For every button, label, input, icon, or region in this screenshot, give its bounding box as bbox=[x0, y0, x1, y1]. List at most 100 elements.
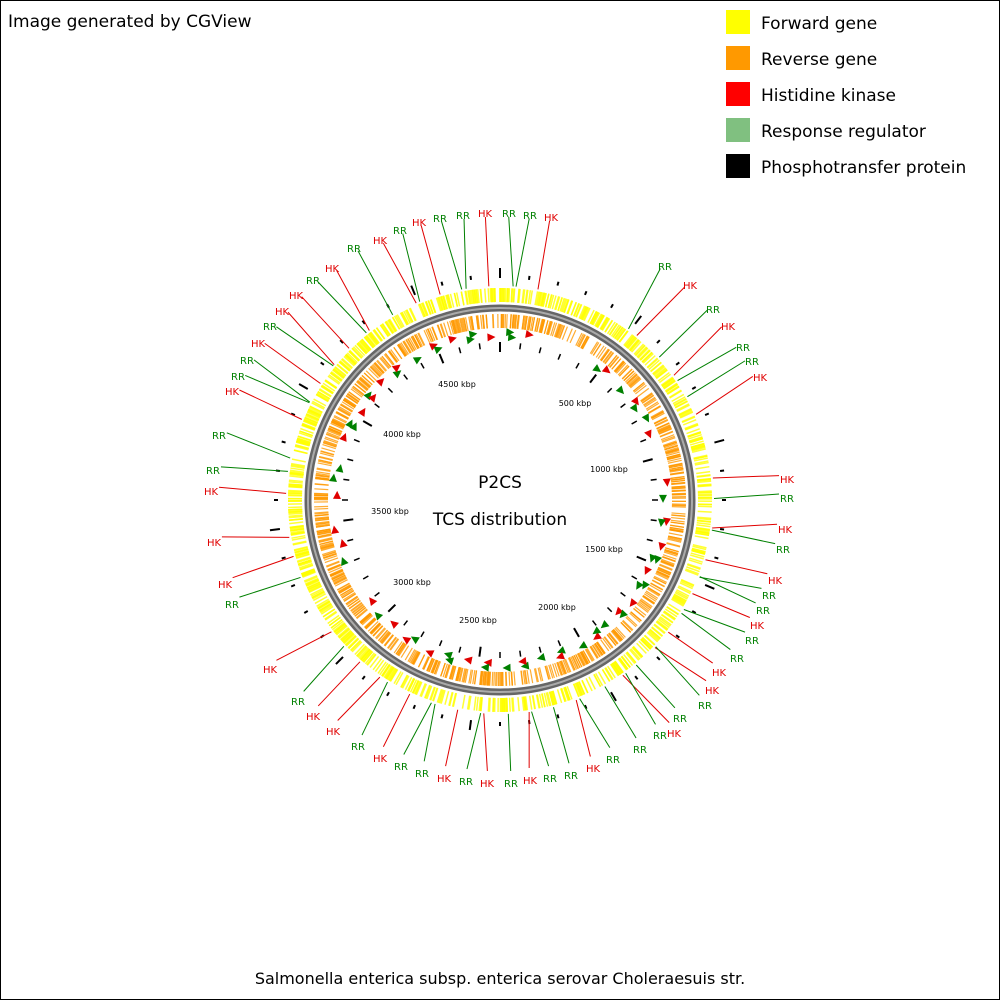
reverse-gene bbox=[317, 460, 332, 465]
forward-gene bbox=[346, 352, 358, 364]
outer-tick bbox=[386, 691, 390, 697]
outer-tick bbox=[691, 386, 697, 390]
reverse-gene bbox=[602, 350, 612, 363]
forward-gene bbox=[455, 292, 461, 307]
reverse-gene bbox=[319, 542, 334, 547]
forward-gene bbox=[306, 581, 321, 589]
reverse-gene bbox=[315, 477, 330, 481]
reverse-gene bbox=[339, 587, 353, 596]
feature-marker bbox=[556, 646, 566, 654]
forward-gene bbox=[376, 327, 386, 340]
reverse-gene bbox=[351, 603, 364, 614]
scale-label: 2500 kbp bbox=[459, 616, 497, 625]
forward-gene bbox=[664, 382, 678, 392]
reverse-gene bbox=[322, 549, 336, 556]
feature-label: RR bbox=[543, 774, 557, 785]
reverse-gene bbox=[464, 317, 469, 332]
forward-gene bbox=[566, 300, 574, 315]
forward-gene bbox=[344, 354, 357, 366]
feature-leader bbox=[553, 707, 570, 764]
feature-label: RR bbox=[212, 431, 226, 442]
forward-gene bbox=[672, 396, 686, 405]
forward-gene bbox=[312, 591, 326, 600]
reverse-gene bbox=[589, 341, 599, 354]
forward-gene bbox=[518, 288, 521, 303]
forward-gene bbox=[290, 464, 305, 468]
forward-gene bbox=[646, 631, 659, 643]
forward-gene bbox=[647, 358, 659, 369]
forward-gene bbox=[684, 422, 699, 430]
forward-gene bbox=[295, 550, 309, 556]
forward-gene bbox=[638, 640, 650, 652]
reverse-gene bbox=[580, 651, 589, 665]
reverse-gene bbox=[669, 529, 684, 533]
reverse-gene bbox=[451, 320, 457, 334]
reverse-gene bbox=[664, 548, 679, 555]
forward-gene bbox=[691, 446, 706, 452]
reverse-gene bbox=[380, 356, 391, 369]
forward-gene bbox=[512, 697, 515, 712]
reverse-gene bbox=[554, 662, 560, 677]
forward-gene bbox=[574, 682, 582, 697]
forward-gene bbox=[604, 319, 614, 333]
reverse-gene bbox=[347, 598, 360, 608]
forward-gene bbox=[307, 409, 321, 418]
feature-marker bbox=[615, 385, 625, 395]
reverse-gene bbox=[613, 628, 624, 641]
reverse-gene bbox=[638, 601, 651, 611]
forward-gene bbox=[479, 288, 483, 303]
forward-gene bbox=[445, 294, 451, 309]
legend-swatch bbox=[726, 154, 750, 178]
reverse-gene bbox=[558, 661, 565, 675]
forward-gene bbox=[345, 353, 357, 365]
reverse-gene bbox=[375, 628, 387, 640]
forward-gene bbox=[685, 568, 699, 575]
reverse-gene bbox=[404, 647, 413, 661]
reverse-gene bbox=[350, 602, 363, 612]
reverse-gene bbox=[332, 418, 346, 426]
reverse-gene bbox=[666, 453, 681, 459]
feature-label: RR bbox=[206, 466, 220, 477]
reverse-gene bbox=[393, 346, 403, 360]
reverse-gene bbox=[471, 316, 475, 331]
scale-tick bbox=[353, 557, 360, 562]
forward-gene bbox=[298, 560, 313, 567]
forward-gene bbox=[476, 289, 480, 304]
forward-gene bbox=[629, 649, 640, 661]
reverse-gene bbox=[423, 656, 431, 670]
forward-gene bbox=[554, 296, 561, 311]
reverse-gene bbox=[669, 528, 684, 532]
forward-gene bbox=[469, 290, 473, 305]
forward-gene bbox=[559, 297, 566, 312]
forward-gene bbox=[637, 347, 649, 359]
scale-tick bbox=[420, 362, 425, 369]
feature-label: RR bbox=[351, 742, 365, 753]
forward-gene bbox=[686, 428, 700, 435]
reverse-gene bbox=[671, 485, 686, 488]
reverse-gene bbox=[655, 571, 670, 579]
reverse-gene bbox=[551, 322, 558, 337]
reverse-gene bbox=[339, 404, 353, 413]
reverse-gene bbox=[331, 571, 345, 579]
forward-gene bbox=[327, 614, 340, 625]
reverse-gene bbox=[369, 622, 381, 634]
forward-gene bbox=[351, 641, 363, 653]
forward-gene bbox=[585, 678, 593, 692]
scale-tick bbox=[403, 620, 409, 626]
reverse-gene bbox=[531, 317, 536, 332]
forward-gene bbox=[288, 483, 303, 487]
forward-gene bbox=[630, 648, 641, 660]
feature-leader bbox=[712, 523, 778, 529]
reverse-gene bbox=[468, 669, 472, 684]
reverse-gene bbox=[482, 314, 485, 329]
reverse-gene bbox=[666, 454, 681, 460]
forward-gene bbox=[647, 630, 660, 642]
reverse-gene bbox=[372, 625, 384, 637]
forward-gene bbox=[470, 289, 474, 304]
feature-label: HK bbox=[721, 322, 736, 333]
reverse-gene bbox=[566, 328, 573, 342]
feature-leader bbox=[382, 243, 417, 304]
forward-gene bbox=[561, 298, 568, 313]
forward-gene bbox=[691, 445, 706, 451]
reverse-gene bbox=[325, 560, 340, 567]
